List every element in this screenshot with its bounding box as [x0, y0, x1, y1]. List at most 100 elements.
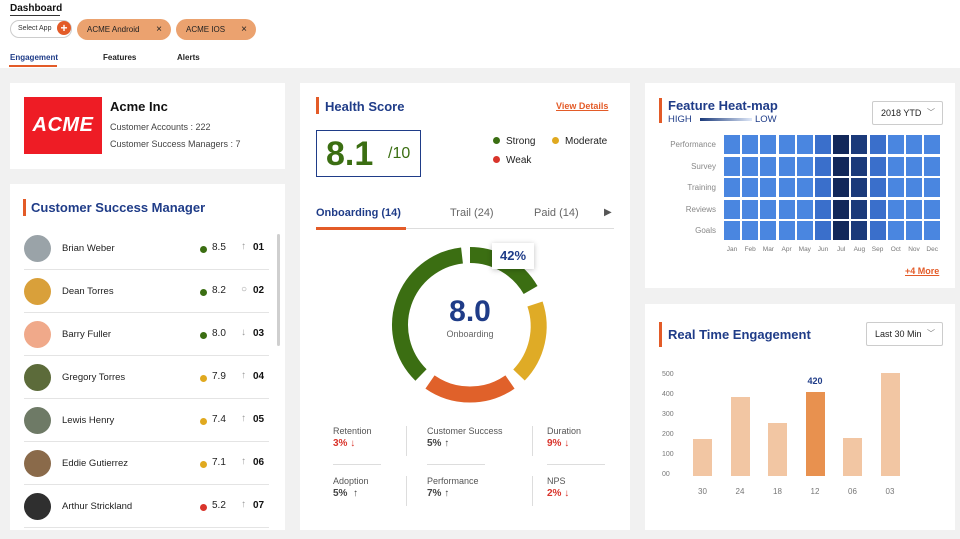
heatmap-cell[interactable]: [724, 221, 740, 240]
tab-engagement[interactable]: Engagement: [10, 53, 59, 62]
heatmap-cell[interactable]: [742, 135, 759, 154]
tab-alerts[interactable]: Alerts: [177, 53, 200, 62]
heatmap-cell[interactable]: [833, 178, 850, 197]
heatmap-cell[interactable]: [760, 199, 777, 219]
heatmap-cell[interactable]: [742, 199, 759, 219]
list-item[interactable]: Lewis Henry 7.4 ↑ 05: [24, 400, 269, 442]
list-item[interactable]: Gregory Torres 7.9 ↑ 04: [24, 357, 269, 399]
next-tab-arrow-icon[interactable]: ▶: [604, 207, 612, 218]
app-chip-ios[interactable]: ACME IOS ×: [176, 19, 256, 40]
view-details-link[interactable]: View Details: [556, 101, 609, 111]
chevron-down-icon: ﹀: [927, 108, 935, 117]
heatmap-cell[interactable]: [742, 178, 759, 197]
heatmap-cell[interactable]: [851, 199, 868, 219]
heatmap-cell[interactable]: [851, 135, 868, 154]
heatmap-cell[interactable]: [924, 221, 941, 240]
heatmap-cell[interactable]: [796, 199, 813, 219]
chart-bar[interactable]: [843, 438, 862, 476]
year-select[interactable]: 2018 YTD ﹀: [872, 101, 943, 125]
heatmap-cell[interactable]: [924, 156, 941, 176]
heatmap-cell[interactable]: [724, 156, 740, 176]
heatmap-cell[interactable]: [833, 156, 850, 176]
tab-features[interactable]: Features: [103, 53, 137, 62]
heatmap-cell[interactable]: [887, 178, 904, 197]
more-features-link[interactable]: +4 More: [905, 266, 940, 276]
heatmap-cell[interactable]: [760, 135, 777, 154]
heatmap-cell[interactable]: [833, 221, 850, 240]
heatmap-cell[interactable]: [760, 178, 777, 197]
heatmap-cell[interactable]: [906, 156, 922, 176]
heatmap-cell[interactable]: [924, 199, 941, 219]
app-chip-android[interactable]: ACME Android ×: [77, 19, 171, 40]
heatmap-cell[interactable]: [815, 199, 831, 219]
green-dot-icon: [493, 137, 500, 144]
heatmap-cell[interactable]: [778, 199, 795, 219]
heatmap-cell[interactable]: [906, 221, 922, 240]
heatmap-cell[interactable]: [724, 199, 740, 219]
heatmap-cell[interactable]: [833, 199, 850, 219]
heatmap-cell[interactable]: [742, 221, 759, 240]
list-item[interactable]: Arthur Strickland 5.2 ↑ 07: [24, 486, 269, 528]
heatmap-cell[interactable]: [887, 156, 904, 176]
add-app-button[interactable]: +: [57, 21, 71, 35]
tab-paid[interactable]: Paid (14): [534, 207, 579, 219]
close-icon[interactable]: ×: [241, 24, 247, 35]
metric-divider: [547, 464, 605, 465]
heatmap-cell[interactable]: [778, 156, 795, 176]
heatmap-cell[interactable]: [851, 178, 868, 197]
avatar: [24, 321, 51, 348]
heatmap-cell[interactable]: [724, 135, 740, 154]
select-app-dropdown[interactable]: Select App: [10, 20, 72, 38]
breadcrumb-underline: [10, 15, 60, 16]
heatmap-cell[interactable]: [887, 199, 904, 219]
heatmap-cell[interactable]: [760, 221, 777, 240]
heatmap-cell[interactable]: [796, 135, 813, 154]
heatmap-cell[interactable]: [796, 156, 813, 176]
heatmap-row-label: Goals: [695, 226, 716, 235]
heatmap-cell[interactable]: [760, 156, 777, 176]
heatmap-cell[interactable]: [924, 178, 941, 197]
heatmap-cell[interactable]: [906, 135, 922, 154]
heatmap-cell[interactable]: [851, 221, 868, 240]
heatmap-cell[interactable]: [869, 221, 886, 240]
close-icon[interactable]: ×: [156, 24, 162, 35]
tab-onboarding[interactable]: Onboarding (14): [316, 207, 401, 219]
heatmap-cell[interactable]: [796, 178, 813, 197]
heatmap-cell[interactable]: [887, 221, 904, 240]
list-item[interactable]: Barry Fuller 8.0 ↓ 03: [24, 314, 269, 356]
heatmap-cell[interactable]: [778, 135, 795, 154]
heatmap-cell[interactable]: [851, 156, 868, 176]
list-item[interactable]: Dean Torres 8.2 ○ 02: [24, 271, 269, 313]
heatmap-cell[interactable]: [778, 178, 795, 197]
chart-bar[interactable]: [880, 373, 900, 476]
heatmap-cell[interactable]: [869, 156, 886, 176]
chart-bar[interactable]: [805, 392, 825, 476]
breadcrumb[interactable]: Dashboard: [10, 3, 63, 14]
heatmap-cell[interactable]: [869, 135, 886, 154]
heatmap-cell[interactable]: [833, 135, 850, 154]
heatmap-cell[interactable]: [796, 221, 813, 240]
heatmap-cell[interactable]: [906, 178, 922, 197]
heatmap-cell[interactable]: [869, 199, 886, 219]
heatmap-cell[interactable]: [815, 221, 831, 240]
heatmap-cell[interactable]: [924, 135, 941, 154]
time-range-select[interactable]: Last 30 Min ﹀: [866, 322, 943, 346]
heatmap-cell[interactable]: [815, 156, 831, 176]
csm-scrollbar[interactable]: [277, 234, 280, 346]
chart-bar[interactable]: [768, 423, 787, 476]
chart-bar[interactable]: [693, 439, 712, 476]
heatmap-row-label: Training: [687, 183, 716, 192]
heatmap-cell[interactable]: [815, 135, 831, 154]
heatmap-cell[interactable]: [887, 135, 904, 154]
heatmap-cell[interactable]: [724, 178, 740, 197]
tab-trail[interactable]: Trail (24): [450, 207, 494, 219]
heatmap-cell[interactable]: [906, 199, 922, 219]
heatmap-cell[interactable]: [869, 178, 886, 197]
chart-bar[interactable]: [730, 397, 750, 476]
list-item[interactable]: Brian Weber 8.5 ↑ 01: [24, 228, 269, 270]
heatmap-cell[interactable]: [778, 221, 795, 240]
list-item[interactable]: Eddie Gutierrez 7.1 ↑ 06: [24, 443, 269, 485]
heatmap-cell[interactable]: [742, 156, 759, 176]
x-tick-label: 12: [810, 487, 820, 496]
heatmap-cell[interactable]: [815, 178, 831, 197]
